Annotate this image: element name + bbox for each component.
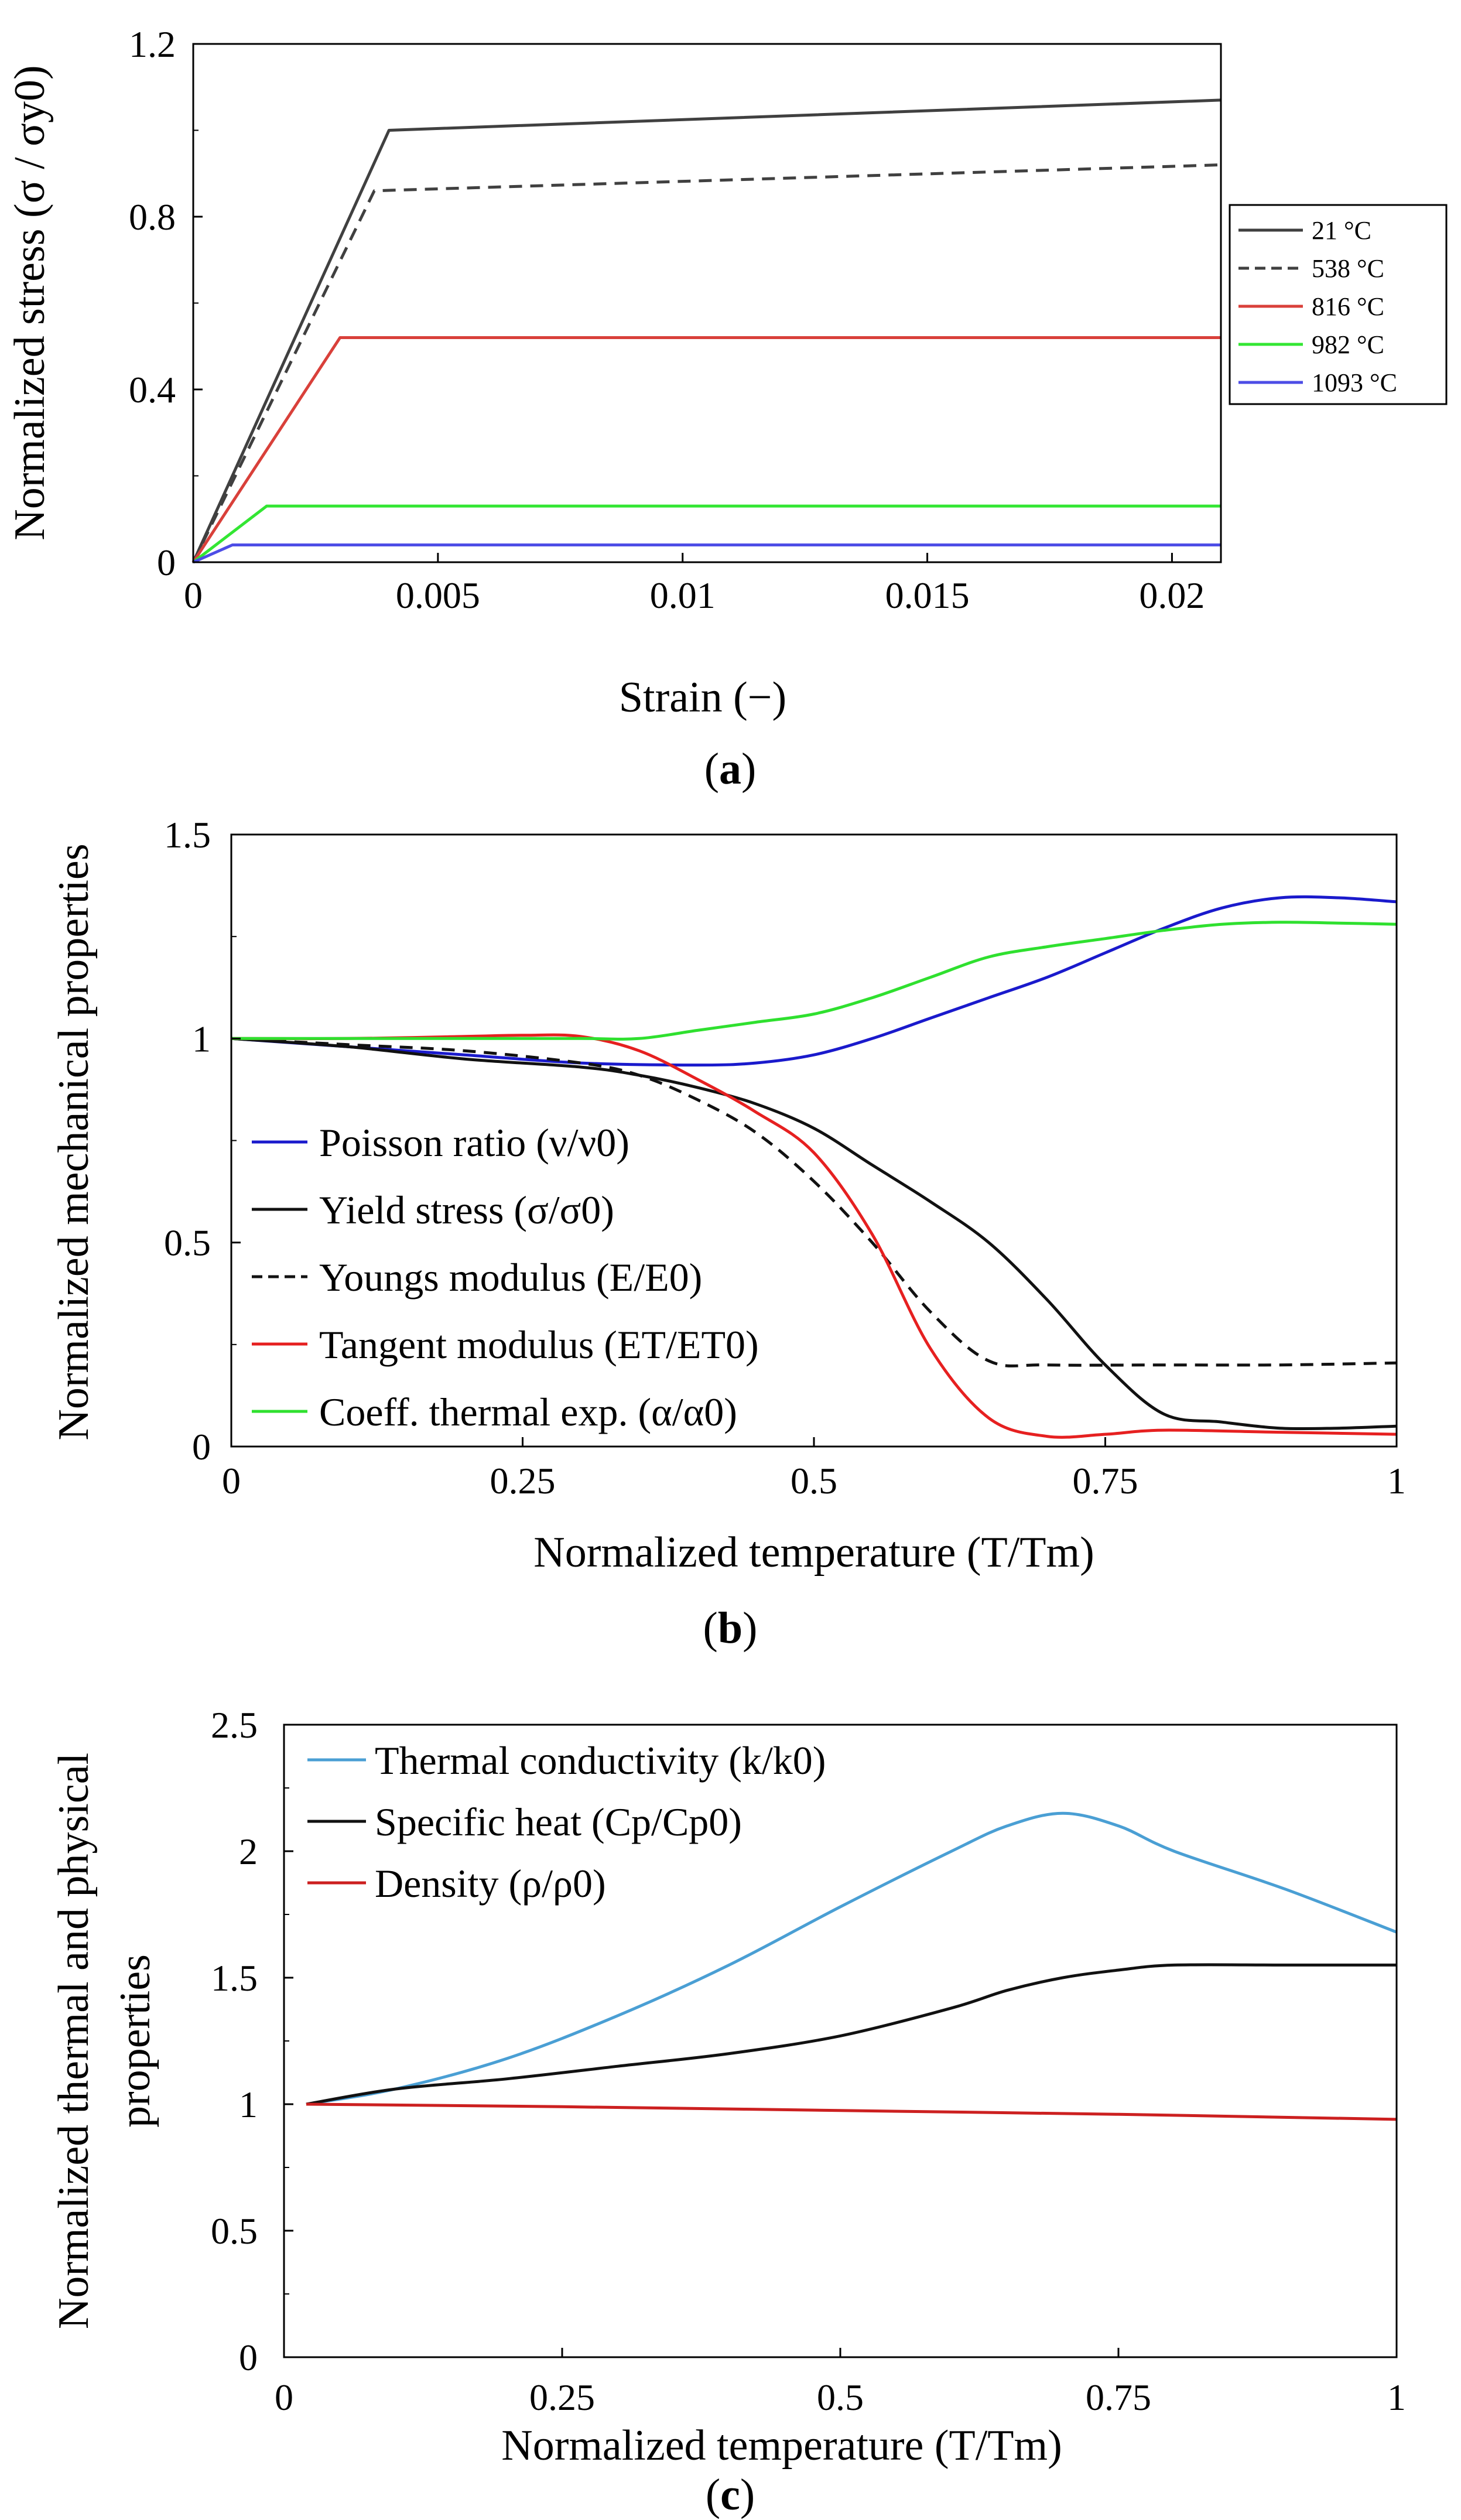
chart-a-y-tick-label: 0 <box>157 542 176 583</box>
chart-c-x-tick-label: 0.5 <box>817 2377 864 2418</box>
chart-b-series-line-5 <box>231 921 1397 1041</box>
legend-a-label-4: 982 °C <box>1312 330 1384 359</box>
chart-b-series-line-1 <box>231 895 1397 1067</box>
chart-c-y-axis-label-line1: Normalized thermal and physical <box>50 1753 98 2329</box>
chart-c-x-tick-label: 0.25 <box>529 2377 595 2418</box>
legend-b-label-3: Youngs modulus (E/E0) <box>319 1255 702 1300</box>
chart-b-x-tick-label: 0.75 <box>1073 1460 1138 1502</box>
chart-a-legend-box <box>1229 204 1448 405</box>
chart-a-x-tick-label: 0.005 <box>396 575 480 616</box>
legend-c-label-2: Specific heat (Cp/Cp0) <box>375 1800 742 1844</box>
chart-a-series-line-5 <box>192 543 1221 564</box>
chart-b-series-line-3 <box>231 1037 1397 1367</box>
chart-b-y-axis-label: Normalized mechanical properties <box>50 843 98 1440</box>
chart-c-series-line-1 <box>306 1811 1397 2106</box>
chart-b-legend: Poisson ratio (ν/ν0) Yield stress (σ/σ0) Y… <box>252 1120 759 1434</box>
chart-c-x-axis-label: Normalized temperature (T/Tm) <box>501 2422 1062 2470</box>
chart-c-panel-label: (c) <box>706 2470 755 2519</box>
chart-a-x-ticks: 0 0.005 0.01 0.015 0.02 <box>184 553 1205 616</box>
chart-a-series-group <box>191 98 1222 564</box>
chart-c-y-tick-label: 2.5 <box>211 1704 258 1746</box>
chart-b-panel-label: (b) <box>703 1603 758 1653</box>
legend-b-label-5: Coeff. thermal exp. (α/α0) <box>319 1390 737 1434</box>
chart-b-x-tick-label: 0.25 <box>490 1460 556 1502</box>
chart-c-y-axis-label-line2: properties <box>111 1954 159 2128</box>
chart-c-y-tick-label: 1.5 <box>211 1957 258 1999</box>
chart-a-series-line-2 <box>191 163 1222 563</box>
chart-b-y-tick-label: 1.5 <box>164 814 211 856</box>
chart-c-x-tick-label: 1 <box>1387 2377 1406 2418</box>
chart-c-series-line-2 <box>306 1963 1397 2106</box>
chart-a-x-tick-label: 0.01 <box>650 575 716 616</box>
chart-b-y-ticks: 0 0.5 1 1.5 <box>164 814 241 1468</box>
chart-a-x-tick-label: 0 <box>184 575 203 616</box>
chart-b: 0 0.5 1 1.5 0 0.25 0.5 0.75 1 Normalized temper… <box>50 814 1406 1653</box>
chart-c: 0 0.5 1 1.5 2 2.5 0 0.25 0.5 0.75 1 Normalized te… <box>50 1704 1406 2519</box>
chart-c-series-line-3 <box>306 2102 1397 2121</box>
chart-b-x-tick-label: 0.5 <box>791 1460 837 1502</box>
chart-a-y-tick-label: 0.4 <box>129 369 176 411</box>
chart-a: 0 0.4 0.8 1.2 0 0.005 0.01 0.015 0.02 Strain (−… <box>6 23 1448 794</box>
chart-a-panel-label: (a) <box>704 744 757 794</box>
chart-b-series-line-4 <box>231 1033 1397 1439</box>
chart-a-y-ticks: 0 0.4 0.8 1.2 <box>129 23 203 583</box>
chart-c-x-tick-label: 0 <box>275 2377 293 2418</box>
chart-c-x-ticks: 0 0.25 0.5 0.75 1 <box>275 2348 1406 2418</box>
legend-a-label-5: 1093 °C <box>1312 368 1397 397</box>
chart-a-legend: 21 °C 538 °C 816 °C 982 °C 1093 °C <box>1229 204 1448 405</box>
chart-a-x-axis-label: Strain (−) <box>619 673 786 722</box>
chart-c-y-tick-label: 0 <box>239 2337 258 2378</box>
chart-c-series-group <box>306 1811 1397 2121</box>
legend-a-label-2: 538 °C <box>1312 254 1384 283</box>
chart-b-series-line-2 <box>231 1037 1397 1431</box>
legend-a-label-1: 21 °C <box>1312 216 1371 245</box>
legend-c-label-1: Thermal conductivity (k/k0) <box>375 1738 826 1783</box>
chart-c-legend: Thermal conductivity (k/k0) Specific heat… <box>307 1738 826 1906</box>
legend-b-label-1: Poisson ratio (ν/ν0) <box>319 1120 629 1165</box>
legend-a-label-3: 816 °C <box>1312 292 1384 321</box>
chart-c-y-tick-label: 1 <box>239 2084 258 2125</box>
chart-a-series-line-3 <box>191 336 1221 563</box>
chart-b-y-tick-label: 0 <box>192 1426 211 1468</box>
chart-b-y-tick-label: 1 <box>192 1018 211 1059</box>
legend-c-label-3: Density (ρ/ρ0) <box>375 1861 606 1906</box>
chart-c-y-tick-label: 2 <box>239 1831 258 1872</box>
chart-a-y-tick-label: 0.8 <box>129 196 176 238</box>
chart-a-y-axis-label: Normalized stress (σ / σy0) <box>6 65 54 540</box>
chart-b-x-axis-label: Normalized temperature (T/Tm) <box>533 1529 1094 1577</box>
legend-b-label-2: Yield stress (σ/σ0) <box>319 1188 614 1232</box>
chart-a-series-line-1 <box>191 98 1222 563</box>
chart-b-x-ticks: 0 0.25 0.5 0.75 1 <box>222 1437 1406 1502</box>
chart-a-series-line-4 <box>192 504 1221 563</box>
chart-a-y-tick-label: 1.2 <box>129 23 176 65</box>
chart-a-x-tick-label: 0.015 <box>885 575 970 616</box>
chart-b-series-group <box>231 895 1397 1439</box>
chart-b-y-tick-label: 0.5 <box>164 1222 211 1264</box>
legend-b-label-4: Tangent modulus (ET/ET0) <box>319 1322 759 1367</box>
chart-c-y-tick-label: 0.5 <box>211 2210 258 2252</box>
chart-c-x-tick-label: 0.75 <box>1086 2377 1151 2418</box>
chart-a-x-tick-label: 0.02 <box>1139 575 1205 616</box>
chart-b-x-tick-label: 1 <box>1387 1460 1406 1502</box>
chart-c-y-ticks: 0 0.5 1 1.5 2 2.5 <box>211 1704 293 2378</box>
chart-b-x-tick-label: 0 <box>222 1460 241 1502</box>
